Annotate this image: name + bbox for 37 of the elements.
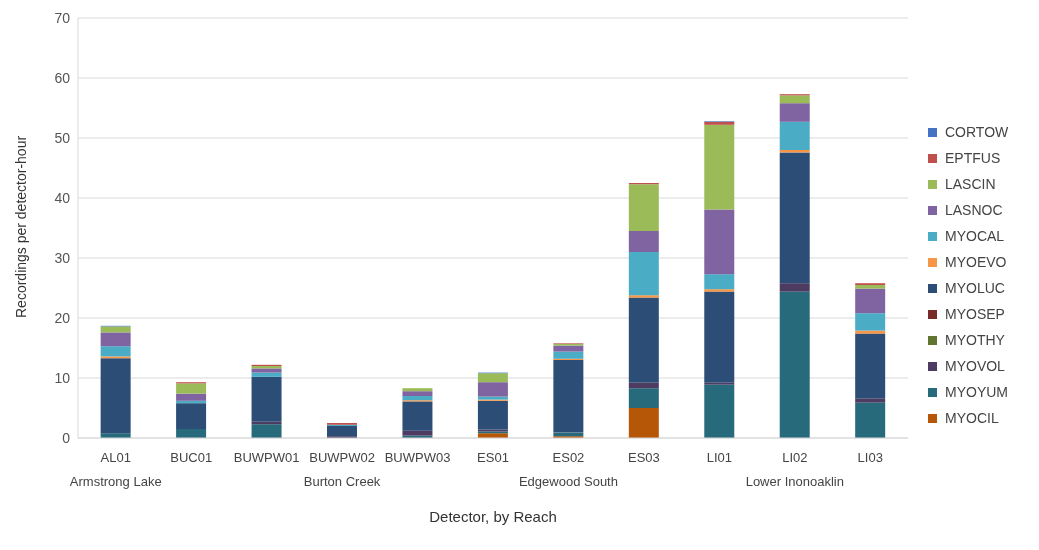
y-axis-title: Recordings per detector-hour bbox=[12, 135, 29, 318]
x-tick-label: BUWPW02 bbox=[309, 450, 375, 465]
text: Armstrong Lake bbox=[69, 474, 162, 489]
legend-label: MYOTHY bbox=[945, 332, 1005, 348]
x-tick-label: LI01 bbox=[706, 450, 733, 465]
legend-label: EPTFUS bbox=[945, 150, 1001, 166]
x-tick-label: LI03 bbox=[857, 450, 883, 465]
x-tick-label: BUWPW03 bbox=[384, 450, 451, 465]
x-tick-label: ES01 bbox=[477, 450, 509, 465]
legend-label: MYOCAL bbox=[945, 228, 1005, 244]
x-tick-label: ES03 bbox=[628, 450, 660, 465]
legend-label: MYOSEP bbox=[945, 306, 1005, 322]
y-tick-label: 0 bbox=[62, 429, 71, 446]
legend-label: MYOCIL bbox=[945, 410, 999, 426]
y-tick-label: 70 bbox=[54, 9, 71, 26]
y-tick-label: 50 bbox=[54, 129, 71, 146]
text: Edgewood South bbox=[518, 474, 618, 489]
legend-label: MYOLUC bbox=[945, 280, 1005, 296]
legend-label: LASNOC bbox=[945, 202, 1003, 218]
x-tick-label: AL01 bbox=[100, 450, 131, 465]
legend-label: MYOVOL bbox=[945, 358, 1005, 374]
legend-label: LASCIN bbox=[945, 176, 996, 192]
legend-label: CORTOW bbox=[945, 124, 1009, 140]
y-tick-label: 20 bbox=[54, 309, 71, 326]
text: Lower Inonoaklin bbox=[745, 474, 844, 489]
y-tick-label: 10 bbox=[54, 369, 71, 386]
y-tick-label: 60 bbox=[54, 69, 71, 86]
text: Burton Creek bbox=[303, 474, 381, 489]
x-tick-label: BUWPW01 bbox=[233, 450, 300, 465]
y-tick-label: 30 bbox=[54, 249, 71, 266]
legend-label: MYOEVO bbox=[945, 254, 1007, 270]
x-tick-label: BUC01 bbox=[170, 450, 213, 465]
legend-label: MYOYUM bbox=[945, 384, 1008, 400]
x-axis-title: Detector, by Reach bbox=[428, 508, 558, 525]
y-tick-label: 40 bbox=[54, 189, 71, 206]
x-tick-label: ES02 bbox=[552, 450, 585, 465]
x-tick-label: LI02 bbox=[782, 450, 808, 465]
